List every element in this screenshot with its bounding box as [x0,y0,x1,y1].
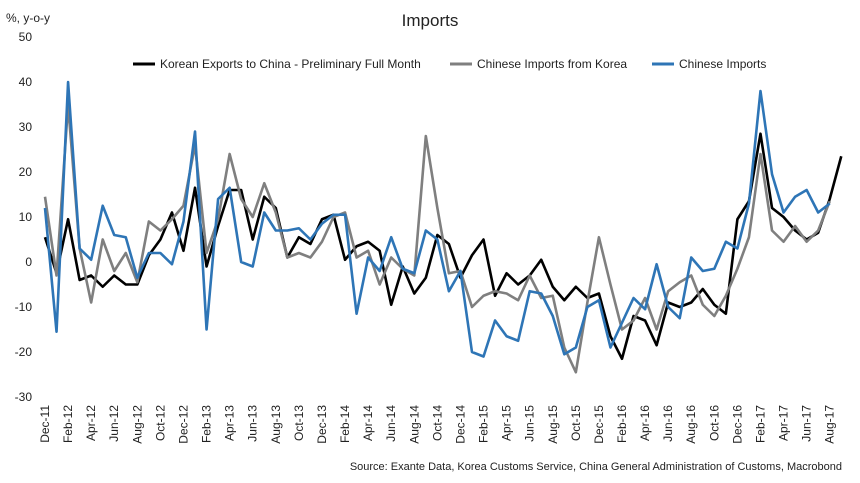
chart-title: Imports [402,11,459,30]
x-tick-label: Jun-17 [800,405,814,442]
legend-label: Chinese Imports [679,57,766,71]
x-tick-label: Feb-12 [61,405,75,443]
x-tick-label: Jun-13 [246,405,260,442]
x-tick-label: Oct-13 [292,405,306,441]
y-tick-label: -10 [15,300,33,314]
x-tick-label: Aug-16 [684,405,698,444]
y-tick-label: 50 [19,30,33,44]
x-tick-label: Apr-17 [777,405,791,441]
x-tick-label: Dec-14 [453,405,467,444]
series-line [43,103,831,374]
legend: Korean Exports to China - Preliminary Fu… [133,57,766,71]
x-tick-label: Dec-13 [315,405,329,444]
x-tick-label: Aug-12 [130,405,144,444]
x-tick-label: Feb-17 [753,405,767,443]
x-tick-label: Dec-12 [176,405,190,444]
x-tick-label: Jun-12 [107,405,121,442]
y-tick-label: 20 [19,165,33,179]
x-tick-label: Apr-16 [638,405,652,441]
x-tick-label: Feb-14 [338,405,352,443]
y-tick-label: 40 [19,75,33,89]
x-tick-label: Dec-11 [38,405,52,443]
x-tick-label: Jun-16 [661,405,675,442]
x-tick-label: Aug-13 [269,405,283,444]
y-tick-label: -30 [15,390,33,404]
x-tick-label: Aug-15 [546,405,560,444]
x-tick-label: Oct-16 [707,405,721,441]
legend-label: Chinese Imports from Korea [477,57,627,71]
y-tick-label: -20 [15,345,33,359]
x-tick-label: Aug-14 [407,405,421,444]
x-tick-label: Dec-16 [730,405,744,444]
x-tick-label: Jun-14 [384,405,398,442]
x-tick-label: Feb-16 [615,405,629,443]
series-line [43,80,831,358]
x-tick-label: Dec-15 [592,405,606,444]
x-tick-label: Aug-17 [823,405,837,444]
x-tick-label: Feb-15 [477,405,491,443]
x-tick-label: Apr-12 [84,405,98,441]
x-tick-label: Oct-15 [569,405,583,441]
y-axis-label: %, y-o-y [6,11,50,25]
legend-label: Korean Exports to China - Preliminary Fu… [160,57,421,71]
x-tick-label: Jun-15 [523,405,537,442]
x-tick-label: Feb-13 [200,405,214,443]
y-tick-label: 30 [19,120,33,134]
source: Source: Exante Data, Korea Customs Servi… [350,461,842,473]
x-tick-label: Apr-14 [361,405,375,441]
y-tick-label: 0 [25,255,32,269]
y-tick-label: 10 [19,210,33,224]
x-tick-label: Oct-14 [430,405,444,441]
x-tick-label: Apr-13 [223,405,237,441]
x-tick-label: Apr-15 [500,405,514,441]
x-tick-label: Oct-12 [153,405,167,441]
